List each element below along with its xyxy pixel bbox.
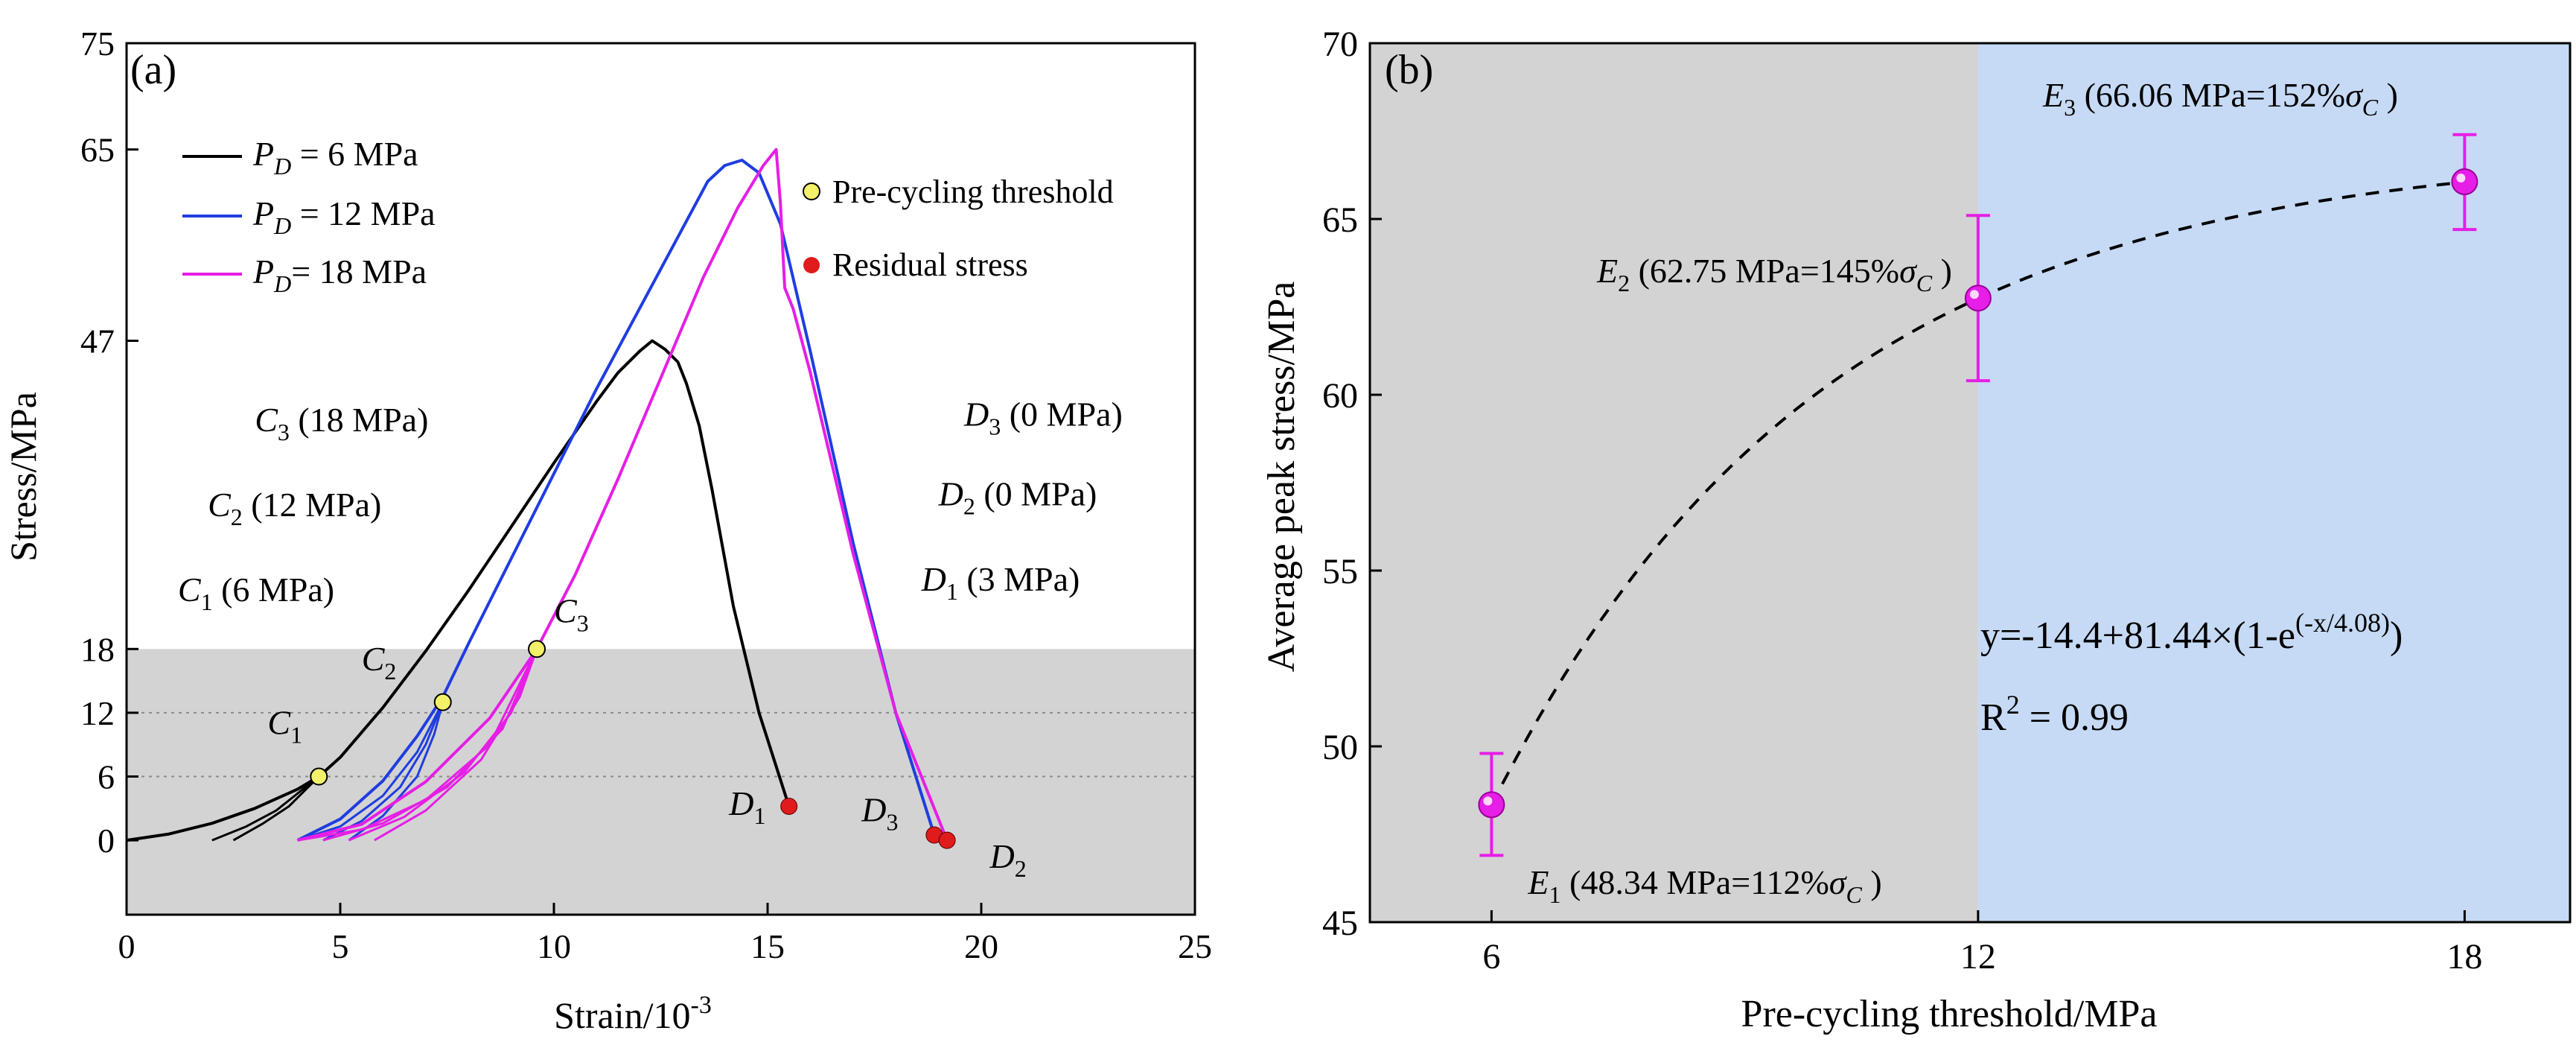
annotation-c3: C3 (18 MPa) xyxy=(255,401,428,445)
panel-b-peak-stress-chart: 6 12 18 45 50 55 60 65 70 (b) E1 (48.34 MPa=112%… xyxy=(1260,25,2572,1035)
shaded-band-below-18 xyxy=(127,649,1195,915)
series-line-12mpa xyxy=(296,159,936,842)
x-tick-label-a-25: 25 xyxy=(1178,927,1212,965)
cycling-loop-8 xyxy=(374,648,538,842)
point-label-c1: C1 xyxy=(267,703,302,748)
y-tick-label-b-55: 55 xyxy=(1322,552,1358,591)
point-label-e2: E2 (62.75 MPa=145%σC ) xyxy=(1596,252,1952,296)
data-point-highlight-e2 xyxy=(1969,290,1979,299)
panel-a-label: (a) xyxy=(130,47,176,93)
data-point-highlight-e3 xyxy=(2456,173,2466,182)
y-tick-label-b-45: 45 xyxy=(1322,904,1358,943)
panel-b-axes: 6 12 18 45 50 55 60 65 70 xyxy=(1322,25,2572,977)
panel-a-legend: PD = 6 MPa PD = 12 MPa PD= 18 MPa xyxy=(182,135,436,297)
y-tick-label-a-47: 47 xyxy=(80,323,115,361)
cycling-loop-1 xyxy=(232,775,320,842)
legend-label-12mpa: PD = 12 MPa xyxy=(252,194,436,239)
y-tick-label-a-12: 12 xyxy=(80,694,115,732)
threshold-point-2 xyxy=(433,693,452,711)
legend-label-6mpa: PD = 6 MPa xyxy=(252,135,418,180)
point-label-d2: D2 xyxy=(989,837,1027,882)
x-tick-label-a-10: 10 xyxy=(537,927,571,965)
legend-marker-residual xyxy=(803,257,820,273)
panel-b-point-labels: E1 (48.34 MPa=112%σC ) E2 (62.75 MPa=145… xyxy=(1527,76,2398,908)
point-label-e3: E3 (66.06 MPa=152%σC ) xyxy=(2042,76,2398,121)
region-gray xyxy=(1370,43,1978,922)
panel-a-annotations: C3 (18 MPa) C2 (12 MPa) C1 (6 MPa) D3 (0… xyxy=(178,396,1123,615)
panel-a-stress-strain-chart: 0 5 10 15 20 25 0 6 12 18 47 65 75 (a) PD = 6 MPa PD… xyxy=(2,25,1212,1036)
panel-b-background-regions xyxy=(1370,43,2570,922)
annotation-c1: C1 (6 MPa) xyxy=(178,571,334,615)
panel-a-background-layer xyxy=(127,43,1195,915)
y-tick-label-a-18: 18 xyxy=(80,630,115,668)
legend-label-18mpa: PD= 18 MPa xyxy=(252,253,427,297)
residual-point-3 xyxy=(938,831,956,849)
threshold-point-3 xyxy=(528,640,546,658)
annotation-c2: C2 (12 MPa) xyxy=(208,486,381,530)
panel-a-marker-legend: Pre-cycling threshold Residual stress xyxy=(803,174,1114,283)
x-tick-label-a-0: 0 xyxy=(118,927,136,965)
y-tick-label-b-50: 50 xyxy=(1322,728,1358,767)
panel-a-cycling-loops xyxy=(211,648,538,842)
data-point-e2 xyxy=(1964,285,1992,312)
panel-a-x-axis-title: Strain/10-3 xyxy=(554,991,712,1036)
legend-label-residual: Residual stress xyxy=(832,247,1028,283)
threshold-point-1 xyxy=(310,767,328,786)
series-line-18mpa xyxy=(297,147,949,842)
y-tick-label-a-0: 0 xyxy=(98,822,115,860)
cycling-loop-0 xyxy=(211,775,320,842)
y-tick-label-b-70: 70 xyxy=(1322,25,1358,64)
panel-b-y-axis-title: Average peak stress/MPa xyxy=(1260,282,1303,673)
panel-a-markers xyxy=(310,640,956,849)
data-point-highlight-e1 xyxy=(1483,796,1493,806)
y-tick-label-b-60: 60 xyxy=(1322,376,1358,416)
panel-b-data-points xyxy=(1478,133,2478,857)
cycling-loop-6 xyxy=(322,648,538,842)
point-label-d3: D3 xyxy=(861,790,898,835)
annotation-d3: D3 (0 MPa) xyxy=(963,396,1123,440)
plot-frame-b xyxy=(1368,42,2572,924)
y-tick-label-a-75: 75 xyxy=(80,25,115,63)
point-label-e1: E1 (48.34 MPa=112%σC ) xyxy=(1527,863,1881,908)
x-tick-label-b-12: 12 xyxy=(1960,937,1996,977)
x-tick-label-a-20: 20 xyxy=(964,927,998,965)
plot-frame-a xyxy=(125,42,1196,916)
point-label-c3: C3 xyxy=(554,592,589,637)
annotation-d2: D2 (0 MPa) xyxy=(938,475,1097,520)
y-tick-label-b-65: 65 xyxy=(1322,200,1358,240)
point-label-c2: C2 xyxy=(362,640,397,685)
y-tick-label-a-65: 65 xyxy=(80,131,115,169)
panel-a-axes: 0 5 10 15 20 25 0 6 12 18 47 65 75 xyxy=(80,25,1212,965)
x-tick-label-a-15: 15 xyxy=(750,927,785,965)
data-point-e3 xyxy=(2451,168,2478,195)
x-tick-label-a-5: 5 xyxy=(332,927,349,965)
annotation-d1: D1 (3 MPa) xyxy=(921,560,1080,605)
residual-point-1 xyxy=(780,797,798,815)
panel-a-series-lines xyxy=(126,147,949,842)
panel-a-y-axis-title: Stress/MPa xyxy=(2,392,44,562)
legend-marker-threshold xyxy=(803,182,820,200)
panel-b-x-axis-title: Pre-cycling threshold/MPa xyxy=(1741,993,2158,1035)
legend-label-threshold: Pre-cycling threshold xyxy=(832,174,1114,210)
y-tick-label-a-6: 6 xyxy=(98,758,115,796)
data-point-e1 xyxy=(1478,791,1505,819)
point-label-d1: D1 xyxy=(728,784,765,829)
fit-r-squared: R2 = 0.99 xyxy=(1980,690,2129,739)
x-tick-label-b-6: 6 xyxy=(1482,937,1500,977)
cycling-loop-7 xyxy=(348,648,538,842)
panel-b-label: (b) xyxy=(1385,47,1433,93)
region-blue xyxy=(1977,43,2570,922)
x-tick-label-b-18: 18 xyxy=(2446,937,2482,977)
panel-a-point-labels: C1 C2 C3 D1 D3 D2 xyxy=(267,592,1026,883)
fit-equation: y=-14.4+81.44×(1-e(-x/4.08)) xyxy=(1980,608,2403,657)
cycling-loop-2 xyxy=(297,701,444,842)
